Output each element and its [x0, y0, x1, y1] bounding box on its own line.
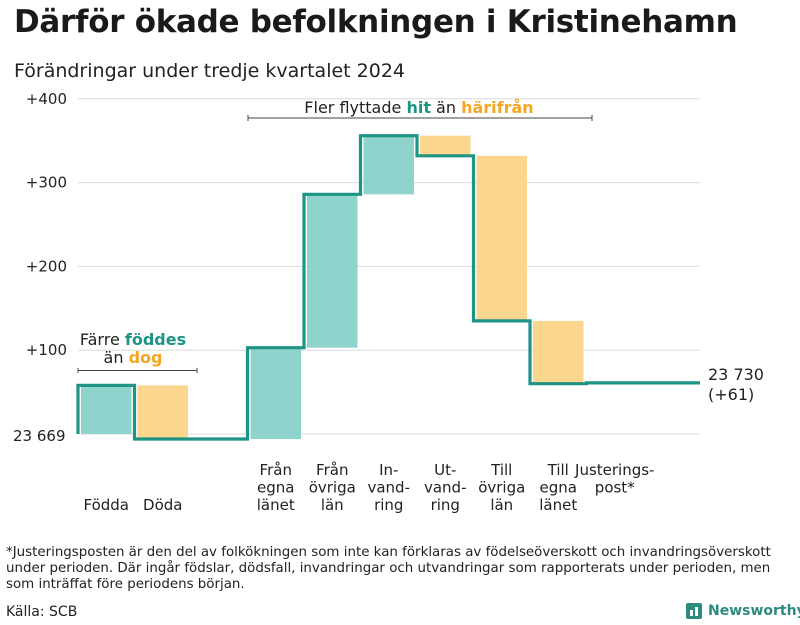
category-label: vand- — [367, 479, 410, 497]
category-label: egna — [540, 479, 577, 497]
increase-bar — [363, 135, 414, 195]
chart-title: Därför ökade befolkningen i Kristinehamn — [14, 4, 738, 40]
chart-subtitle: Förändringar under tredje kvartalet 2024 — [14, 60, 406, 82]
y-tick-label: +100 — [26, 341, 67, 359]
category-label: Döda — [143, 496, 182, 514]
cumulative-step-line — [76, 134, 700, 441]
y-tick-label: +300 — [26, 174, 67, 192]
category-label: egna — [257, 479, 294, 497]
category-label: län — [321, 496, 344, 514]
start-value-label: 23 669 — [13, 427, 66, 445]
category-label: ring — [374, 496, 403, 514]
births-bracket — [77, 368, 198, 373]
footnote: *Justeringsposten är den del av folkökni… — [6, 545, 771, 592]
migration-bracket — [247, 115, 593, 121]
category-label: post* — [595, 479, 635, 497]
births-annotation-line2: än dog — [104, 348, 163, 367]
y-tick-label: +200 — [26, 257, 67, 275]
category-label: Ut- — [434, 461, 456, 479]
decrease-bar — [533, 320, 584, 384]
category-label: ring — [431, 496, 460, 514]
bar-chart-icon — [686, 603, 702, 619]
category-label: Till — [547, 461, 569, 479]
increase-bar — [307, 194, 358, 348]
category-label: vand- — [424, 479, 467, 497]
decrease-bar — [476, 155, 527, 321]
increase-bar — [250, 347, 301, 440]
end-change-label: (+61) — [708, 385, 754, 404]
category-label: län — [490, 496, 513, 514]
brand-name: Newsworthy — [708, 603, 800, 619]
births-annotation-line1: Färre föddes — [80, 330, 186, 349]
category-label: övriga — [478, 479, 525, 497]
decrease-bar — [137, 385, 188, 440]
category-label: Födda — [83, 496, 129, 514]
category-label: In- — [379, 461, 398, 479]
category-label: länet — [257, 496, 295, 514]
category-label: länet — [539, 496, 577, 514]
end-value-label: 23 730 — [708, 365, 764, 384]
decrease-bar — [420, 135, 471, 156]
category-label: Justerings- — [574, 461, 654, 479]
migration-annotation: Fler flyttade hit än härifrån — [304, 98, 533, 117]
category-label: övriga — [309, 479, 356, 497]
increase-bar — [81, 385, 132, 434]
category-label: Från — [316, 461, 348, 479]
source: Källa: SCB — [6, 604, 78, 620]
newsworthy-logo: Newsworthy — [686, 603, 800, 619]
category-label: Till — [490, 461, 512, 479]
y-tick-label: +400 — [26, 90, 67, 108]
category-label: Från — [260, 461, 292, 479]
